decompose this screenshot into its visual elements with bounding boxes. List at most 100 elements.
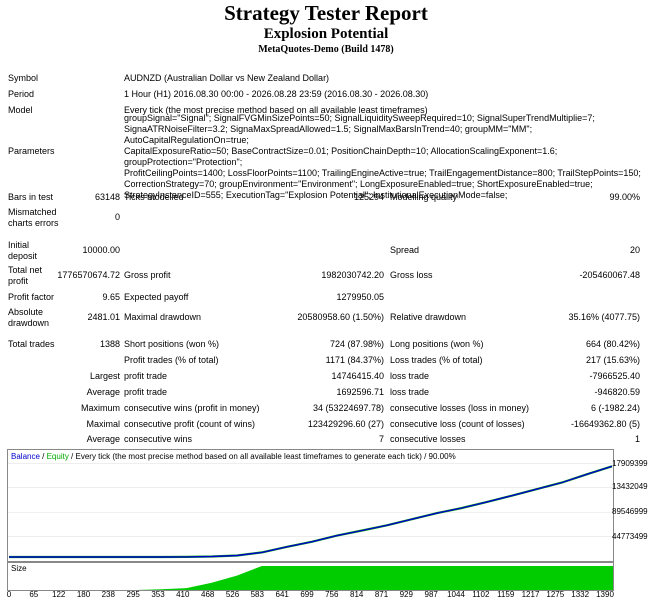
spread-value: 20: [629, 245, 640, 255]
largest-profit-value: 14746415.40: [331, 371, 384, 381]
avg-profit-label: profit trade: [124, 387, 168, 397]
x-tick-label: 410: [176, 590, 190, 599]
report-build: MetaQuotes-Demo (Build 1478): [258, 44, 394, 55]
x-tick-label: 1217: [521, 590, 540, 599]
ticks-label: Ticks modelled: [124, 192, 184, 202]
deposit-label: Initial: [8, 240, 30, 250]
pt-label: Profit trades (% of total): [124, 355, 219, 365]
x-tick-label: 353: [151, 590, 165, 599]
trades-value: 1388: [99, 339, 120, 349]
symbol-value: AUDNZD (Australian Dollar vs New Zealand…: [124, 73, 330, 83]
x-tick-label: 1390: [596, 590, 614, 599]
payoff-label: Expected payoff: [124, 292, 189, 302]
x-tick-label: 814: [350, 590, 364, 599]
largest-profit-label: profit trade: [124, 371, 168, 381]
pf-value: 9.65: [102, 292, 120, 302]
period-label: Period: [8, 89, 35, 99]
y-tick-label: 44773499: [612, 532, 648, 541]
chart-legend: Balance / Equity / Every tick (the most …: [11, 452, 456, 462]
param-line: groupSignal="Signal"; SignalFVGMinSizePo…: [124, 113, 595, 123]
symbol-label: Symbol: [8, 73, 39, 83]
cl-count-label: consecutive loss (count of losses): [390, 419, 525, 429]
model-value: Every tick (the most precise method base…: [124, 105, 428, 115]
absdd-value: 2481.01: [87, 312, 120, 322]
grossprofit-label: Gross profit: [124, 270, 171, 280]
param-line: CapitalExposureRatio=50; BaseContractSiz…: [124, 146, 558, 167]
long-label: Long positions (won %): [390, 339, 484, 349]
parameters-label: Parameters: [8, 146, 55, 156]
param-line: CorrectionStrategy=70; groupEnvironment=…: [124, 179, 593, 189]
pt-value: 1171 (84.37%): [325, 355, 384, 365]
balance-chart-svg: [8, 463, 613, 559]
x-tick-label: 1044: [447, 590, 465, 599]
spread-label: Spread: [390, 245, 420, 255]
mismatch-label: Mismatched: [8, 207, 57, 217]
x-tick-label: 1102: [472, 590, 490, 599]
x-tick-label: 699: [300, 590, 314, 599]
x-tick-label: 0: [6, 590, 12, 599]
reldd-label: Relative drawdown: [390, 312, 467, 322]
trades-label: Total trades: [8, 339, 55, 349]
average-label: Average: [86, 387, 120, 397]
bars-value: 63148: [94, 192, 120, 202]
grossloss-value: -205460067.48: [579, 270, 640, 280]
param-line: SignaATRNoiseFilter=3.2; SignaMaxSpreadA…: [124, 124, 533, 145]
parameters-value: groupSignal="Signal"; SignalFVGMinSizePo…: [124, 113, 644, 201]
y-tick-label: 89546999: [612, 507, 648, 516]
volume-chart: [7, 562, 614, 591]
quality-value: 99.00%: [609, 192, 640, 202]
equity-line: [9, 465, 613, 559]
payoff-value: 1279950.05: [336, 292, 384, 302]
cl-money-value: 6 (-1982.24): [590, 403, 640, 413]
netprofit-label: Total net: [8, 265, 43, 275]
x-tick-label: 122: [52, 590, 66, 599]
x-tick-label: 295: [126, 590, 140, 599]
y-tick-label: 17909399: [612, 459, 648, 468]
param-line: ProfitCeilingPoints=1400; LossFloorPoint…: [124, 168, 641, 178]
cw-money-value: 34 (53224697.78): [312, 403, 384, 413]
avg-profit-value: 1692596.71: [336, 387, 384, 397]
maxdd-value: 20580958.60 (1.50%): [297, 312, 384, 322]
x-tick-label: 871: [374, 590, 389, 599]
lt-label: Loss trades (% of total): [390, 355, 483, 365]
mismatch-label-2: charts errors: [8, 218, 59, 228]
short-value: 724 (87.98%): [329, 339, 384, 349]
netprofit-value: 1776570674.72: [57, 270, 120, 280]
netprofit-label-2: profit: [8, 276, 29, 286]
period-value: 1 Hour (H1) 2016.08.30 00:00 - 2026.08.2…: [124, 89, 429, 99]
grossloss-label: Gross loss: [390, 270, 433, 280]
x-tick-label: 641: [275, 590, 289, 599]
x-tick-label: 987: [424, 590, 438, 599]
param-line: StrategyInstanceID=555; ExecutionTag="Ex…: [124, 190, 508, 200]
report-title: Strategy Tester Report: [224, 1, 428, 25]
bars-label: Bars in test: [8, 192, 54, 202]
x-tick-label: 1275: [546, 590, 565, 599]
absdd-label-2: drawdown: [8, 318, 50, 328]
grossprofit-value: 1982030742.20: [321, 270, 384, 280]
legend-balance: Balance: [11, 452, 40, 461]
ticks-value: 125294: [353, 192, 384, 202]
x-tick-label: 468: [201, 590, 215, 599]
x-tick-label: 583: [250, 590, 264, 599]
largest-label: Largest: [89, 371, 120, 381]
pf-label: Profit factor: [8, 292, 55, 302]
cl-count-value: -16649362.80 (5): [570, 419, 640, 429]
volume-chart-svg: [8, 566, 613, 590]
avg-loss-label: loss trade: [390, 387, 430, 397]
legend-sep: /: [39, 452, 47, 461]
cp-count-value: 123429296.60 (27): [307, 419, 384, 429]
maxdd-label: Maximal drawdown: [124, 312, 202, 322]
model-label: Model: [8, 105, 33, 115]
average2-label: Average: [86, 434, 120, 444]
x-tick-label: 1332: [571, 590, 590, 599]
lt-value: 217 (15.63%): [585, 355, 640, 365]
avg-loss-value: -946820.59: [594, 387, 640, 397]
y-tick-label: 13432049: [612, 482, 648, 491]
x-tick-label: 65: [29, 590, 39, 599]
x-tick-label: 180: [76, 590, 91, 599]
acw-label: consecutive wins: [124, 434, 193, 444]
balance-line: [9, 465, 613, 558]
x-tick-label: 526: [225, 590, 240, 599]
acl-value: 1: [634, 434, 640, 444]
largest-loss-label: loss trade: [390, 371, 430, 381]
